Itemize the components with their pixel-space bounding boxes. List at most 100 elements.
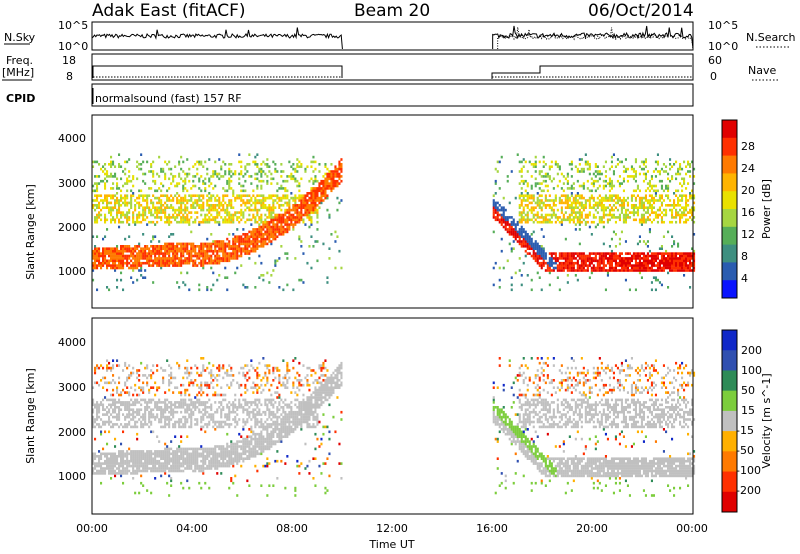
pow-cell-1411	[236, 196, 239, 200]
vel-cell-471	[140, 415, 143, 419]
pow-cell-480	[140, 167, 143, 171]
pow-cell-3609	[652, 252, 655, 255]
pow-cell-904	[184, 204, 187, 207]
pow-cell-1370	[232, 233, 235, 236]
vel-cell-244	[118, 452, 121, 456]
pow-cell-1423	[238, 211, 241, 214]
pow-cell-317	[124, 254, 127, 258]
pow-cell-3495	[640, 160, 643, 164]
pow-cell-2792	[564, 252, 567, 255]
pow-cell-442	[136, 160, 139, 164]
vel-cell-937	[188, 459, 191, 463]
pow-cell-2683	[550, 259, 553, 263]
pow-cell-683	[162, 167, 165, 171]
pow-cell-3687	[660, 211, 663, 214]
pow-cell-2883	[572, 182, 575, 185]
pow-cell-818	[176, 196, 179, 200]
pow-cell-2617	[542, 220, 545, 224]
pow-cell-3295	[618, 218, 621, 222]
pow-cell-2627	[542, 155, 545, 159]
pow-cell-3871	[681, 194, 684, 197]
pow-cell-3941	[689, 211, 692, 214]
pow-cell-1943	[294, 196, 297, 200]
pow-cell-3934	[689, 264, 692, 267]
pow-cell-578	[152, 237, 155, 241]
vel-cell-648	[160, 464, 163, 468]
pow-cell-314	[122, 170, 125, 173]
pow-cell-937	[188, 257, 191, 260]
pow-cell-536	[146, 160, 149, 164]
pow-cell-1110	[206, 213, 209, 217]
pow-cell-2096	[314, 179, 317, 183]
pow-cell-3056	[592, 220, 595, 224]
pow-cell-2161	[326, 196, 329, 200]
pow-cell-1123	[208, 247, 211, 250]
pow-cell-1822	[280, 245, 283, 248]
pow-cell-2038	[308, 213, 311, 217]
pow-cell-1763	[272, 211, 275, 214]
vel-cell-144	[108, 452, 111, 456]
vel-cell-552	[148, 401, 151, 404]
pow-cell-2040	[308, 208, 311, 212]
pow-cell-3835	[677, 167, 680, 171]
pow-cell-3928	[687, 170, 690, 173]
pow-cell-732	[168, 247, 171, 250]
vel-cell-522	[146, 462, 149, 465]
vel-cell-778	[172, 459, 175, 463]
pow-cell-3378	[628, 264, 631, 267]
pow-cell-1477	[244, 240, 247, 243]
vel-cell-142	[108, 459, 111, 463]
pow-cell-3582	[650, 269, 653, 272]
pow-cell-555	[150, 254, 153, 258]
pow-cell-2507	[532, 254, 535, 258]
pow-cell-402	[132, 213, 135, 217]
pow-cell-3496	[642, 269, 645, 272]
pow-cell-531	[146, 204, 149, 207]
pow-cell-3177	[606, 274, 609, 277]
pow-cell-642	[158, 199, 161, 202]
pow-cell-3814	[675, 177, 678, 181]
pow-cell-1869	[284, 187, 287, 190]
pow-cell-3597	[650, 194, 653, 197]
pow-cell-679	[162, 204, 165, 207]
pow-cell-419	[134, 220, 137, 224]
pow-cell-1651	[260, 172, 263, 176]
pow-cell-1491	[246, 286, 249, 289]
vel-cell-656	[160, 418, 163, 421]
pow-cell-1612	[258, 235, 261, 238]
pow-cell-3371	[626, 201, 629, 205]
vel-cell-337	[128, 469, 131, 473]
pow-cell-2946	[580, 264, 583, 267]
pow-cell-422	[134, 204, 137, 207]
pow-cell-1030	[198, 199, 201, 202]
pow-cell-107	[102, 165, 105, 168]
pow-cell-911	[184, 177, 187, 181]
pow-cell-2501	[530, 194, 533, 197]
pow-cell-3676	[660, 266, 663, 270]
vel-cell-743	[168, 406, 171, 409]
pow-cell-3063	[592, 184, 595, 188]
pow-cell-1499	[246, 235, 249, 238]
pow-cell-1262	[222, 245, 225, 248]
vel-cell-701	[164, 406, 167, 409]
vel-cell-275	[120, 391, 123, 394]
pow-cell-2653	[546, 213, 549, 217]
pow-cell-3285	[616, 158, 619, 161]
pow-cell-221	[114, 218, 117, 222]
pow-cell-156	[108, 252, 111, 255]
vel-cell-924	[186, 408, 189, 411]
cpid-text: normalsound (fast) 157 RF	[95, 92, 242, 105]
pow-cell-2966	[582, 266, 585, 270]
pow-cell-1195	[214, 196, 217, 200]
pow-cell-3637	[654, 167, 657, 171]
pow-cell-2293	[500, 155, 503, 159]
pow-cell-930	[186, 189, 189, 193]
vel-cell-614	[156, 459, 159, 463]
vel-cell-824	[176, 401, 179, 404]
pow-cell-1803	[276, 194, 279, 197]
pow-cell-1856	[284, 252, 287, 255]
pow-cell-68	[98, 252, 101, 255]
vel-cell-360	[130, 457, 133, 460]
pow-cell-3826	[677, 213, 680, 217]
vel-cell-307	[124, 403, 127, 407]
